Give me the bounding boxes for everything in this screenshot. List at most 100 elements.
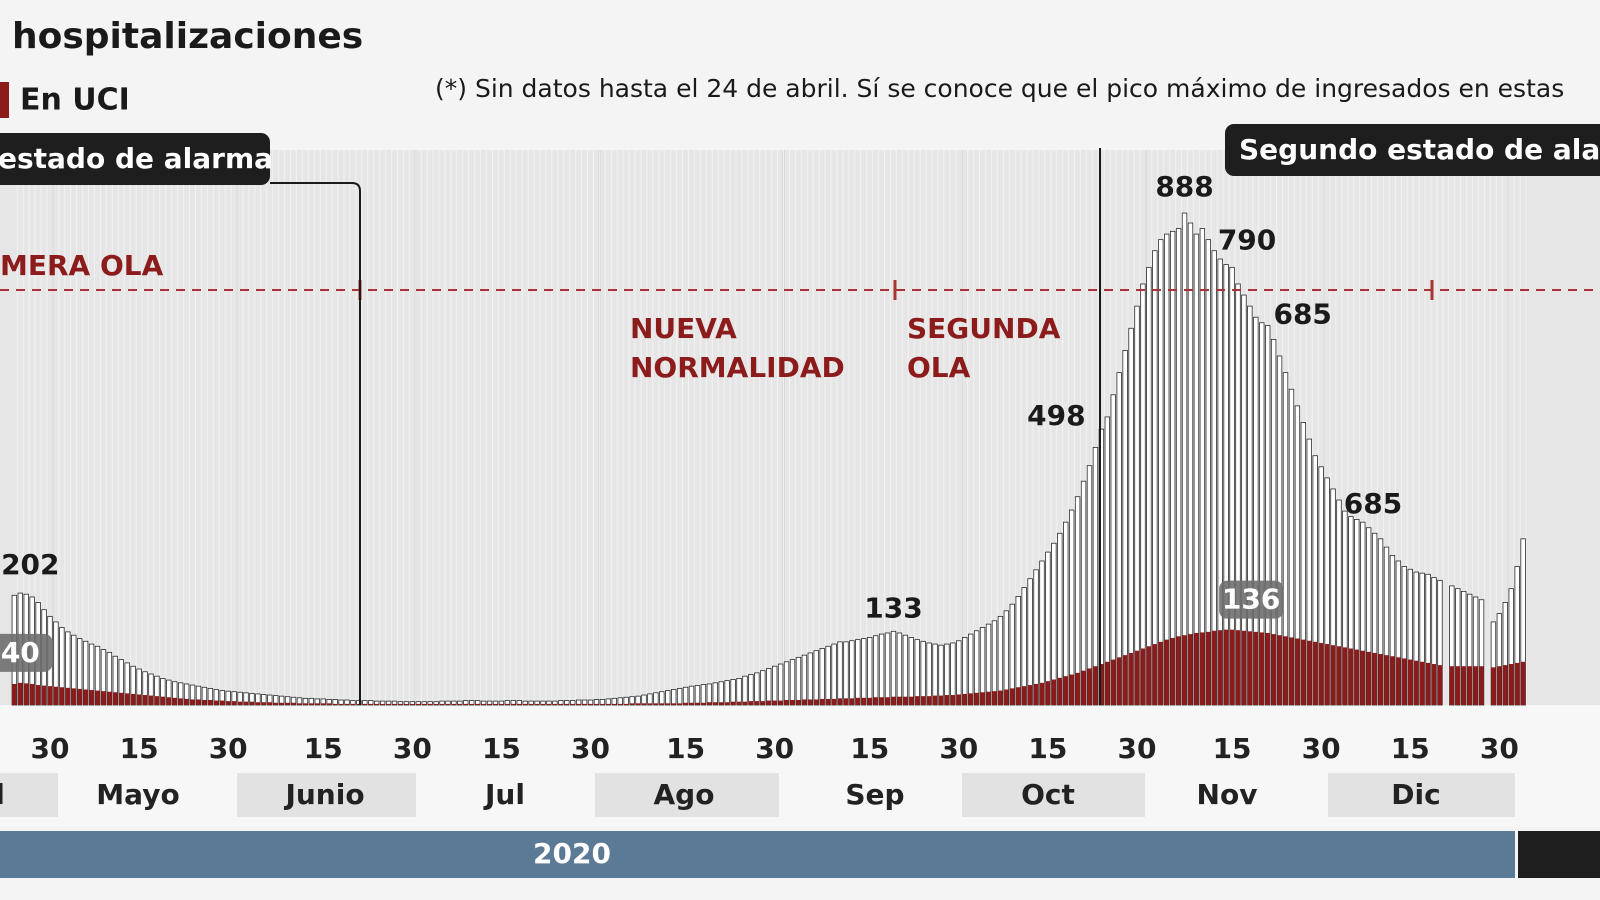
bar-uci xyxy=(1318,642,1324,705)
bar-total xyxy=(771,665,778,706)
bar-uci xyxy=(1259,632,1265,705)
bar-uci xyxy=(1110,659,1116,705)
month-label: Jul xyxy=(483,778,525,811)
bar-uci xyxy=(718,702,724,705)
bar-uci xyxy=(1277,635,1282,705)
bar-uci xyxy=(879,697,884,705)
bar-total xyxy=(795,656,802,706)
bar-total xyxy=(688,685,695,706)
x-tick-label: 30 xyxy=(571,732,610,765)
wave-label: SEGUNDA xyxy=(907,312,1061,345)
bar-uci xyxy=(77,688,82,705)
bar-uci xyxy=(909,696,914,705)
bar-uci xyxy=(303,703,308,705)
bar-uci xyxy=(190,699,195,705)
bar-total xyxy=(1152,250,1158,706)
x-tick-label: 15 xyxy=(1213,732,1252,765)
x-tick-label: 15 xyxy=(666,732,705,765)
bar-uci xyxy=(1021,686,1027,705)
bar-uci xyxy=(154,696,160,705)
bar-uci xyxy=(1116,657,1122,705)
bar-uci xyxy=(612,703,617,705)
bar-uci xyxy=(1247,631,1253,705)
bar-uci xyxy=(130,693,136,705)
bar-uci xyxy=(332,703,338,705)
bar-uci xyxy=(778,700,783,705)
bar-uci xyxy=(671,703,676,705)
bar-total xyxy=(659,691,665,706)
bar-total xyxy=(813,650,819,706)
bar-uci xyxy=(219,700,225,705)
bar-uci xyxy=(469,703,475,705)
bar-uci xyxy=(338,703,344,705)
bar-total xyxy=(801,654,808,706)
bar-uci xyxy=(1520,661,1526,705)
bar-uci xyxy=(1188,634,1193,705)
bar-total xyxy=(825,645,831,706)
bar-uci xyxy=(1253,631,1259,705)
year-bar xyxy=(0,831,1515,878)
month-band xyxy=(962,773,1145,817)
bar-uci xyxy=(843,698,849,705)
bar-uci xyxy=(600,703,605,705)
data-label: 685 xyxy=(1273,298,1331,331)
bar-uci xyxy=(1087,668,1092,705)
bar-uci xyxy=(742,701,748,705)
bars xyxy=(11,212,1526,706)
bar-uci xyxy=(534,703,540,705)
bar-uci xyxy=(35,685,41,705)
bar-uci xyxy=(861,697,867,705)
bar-uci xyxy=(279,702,284,705)
bar-uci xyxy=(124,693,130,705)
bar-uci xyxy=(677,703,682,705)
bar-uci xyxy=(356,703,362,705)
bar-uci xyxy=(1128,652,1134,705)
bar-uci xyxy=(1473,666,1478,705)
bar-uci xyxy=(1283,636,1288,705)
bar-uci xyxy=(136,694,142,705)
bar-uci xyxy=(1384,655,1389,705)
bar-uci xyxy=(855,697,861,705)
bar-uci xyxy=(564,703,570,705)
bar-uci xyxy=(1241,630,1247,705)
bar-uci xyxy=(1235,630,1241,705)
month-label: Sep xyxy=(845,778,904,811)
bar-uci xyxy=(172,697,178,705)
bar-uci xyxy=(427,703,433,705)
bar-uci xyxy=(617,703,623,705)
bar-uci xyxy=(932,695,938,705)
bar-uci xyxy=(522,703,528,705)
bar-uci xyxy=(255,702,261,705)
bar-uci xyxy=(1491,667,1496,705)
bar-uci xyxy=(505,703,510,705)
bar-uci xyxy=(1425,662,1431,705)
bar-uci xyxy=(1372,652,1377,705)
bar-uci xyxy=(243,701,249,705)
bar-uci xyxy=(1063,676,1069,705)
bar-uci xyxy=(1497,666,1502,705)
bar-total xyxy=(890,630,897,706)
bar-uci xyxy=(1217,630,1223,705)
bar-total xyxy=(884,632,891,706)
bar-uci xyxy=(837,698,843,705)
bar-uci xyxy=(1419,661,1425,705)
bar-uci xyxy=(594,703,599,705)
wave-label: NORMALIDAD xyxy=(630,351,845,384)
bar-uci xyxy=(1140,648,1146,705)
bar-uci xyxy=(451,703,457,705)
bar-uci xyxy=(1461,666,1467,705)
data-label: 202 xyxy=(1,548,59,581)
bar-total xyxy=(831,643,837,706)
bar-uci xyxy=(415,703,421,705)
bar-uci xyxy=(1503,665,1508,705)
bar-total xyxy=(623,696,629,706)
bar-uci xyxy=(107,691,112,705)
bar-uci xyxy=(920,696,926,705)
month-label: l xyxy=(0,778,5,811)
bar-total xyxy=(849,640,855,706)
bar-uci xyxy=(1378,654,1383,705)
bar-uci xyxy=(1336,646,1342,705)
bar-total xyxy=(855,639,861,706)
month-band xyxy=(0,773,58,817)
bar-uci xyxy=(225,701,231,705)
